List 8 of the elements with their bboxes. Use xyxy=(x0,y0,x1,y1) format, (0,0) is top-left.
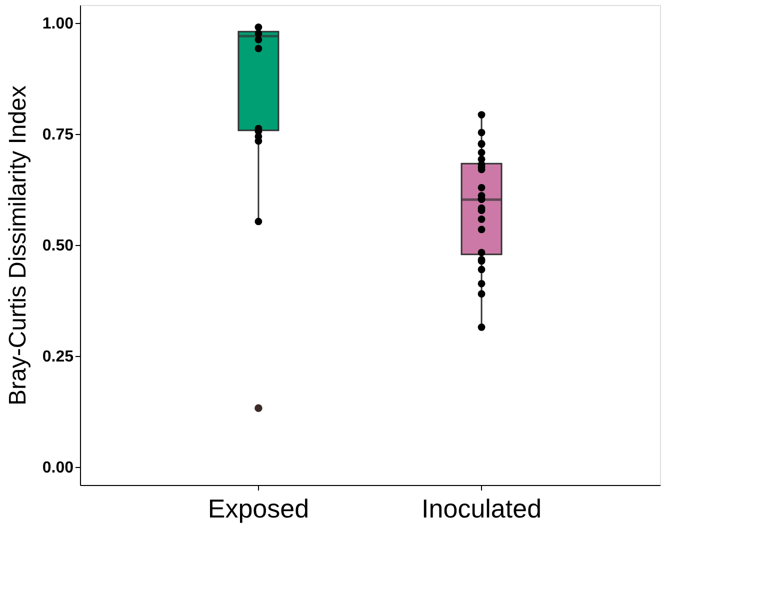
x-tick-label: Exposed xyxy=(208,494,310,524)
y-tick-label: 0.75 xyxy=(42,126,74,144)
y-tick-label: 1.00 xyxy=(42,15,74,32)
y-tick-label: 0.25 xyxy=(42,348,74,366)
y-tick-label: 0.00 xyxy=(42,460,74,477)
x-tick-label: Inoculated xyxy=(422,494,542,524)
y-tick-label: 0.50 xyxy=(42,238,74,254)
y-axis-title: Bray-Curtis Dissimilarity Index xyxy=(4,85,32,406)
